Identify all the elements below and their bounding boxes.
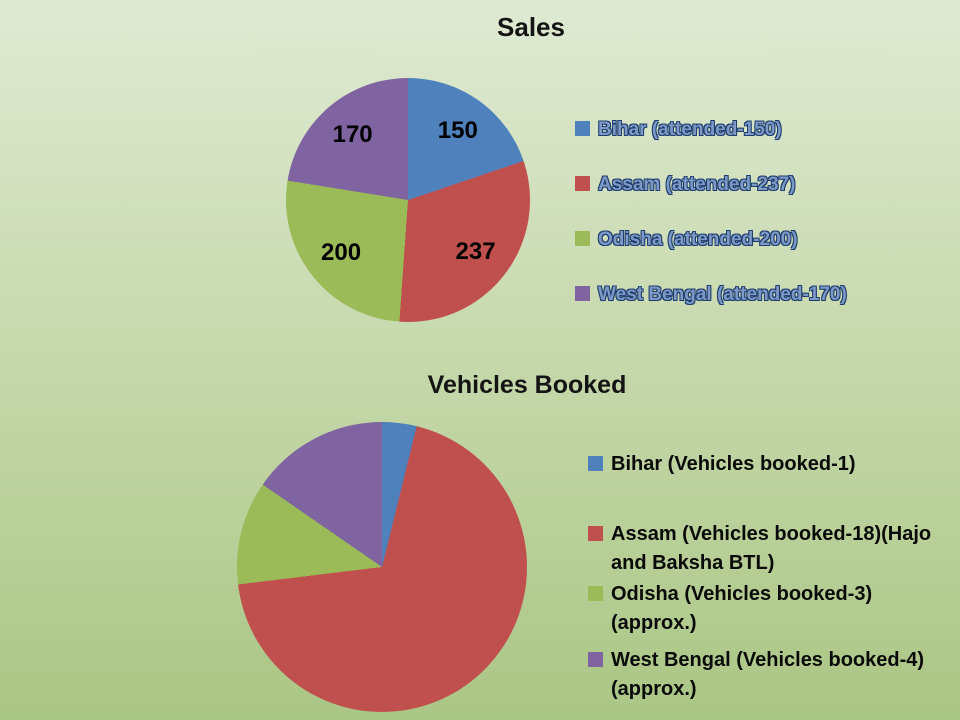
legend-item-west-bengal: West Bengal (Vehicles booked-4)(approx.) [588,646,950,704]
pie-data-label: 237 [455,238,496,266]
vehicles-pie [237,422,527,712]
sales-chart-title: Sales [497,12,565,42]
legend-swatch-bihar [588,456,603,471]
legend-swatch-assam [575,176,590,191]
pie-data-label: 150 [437,116,478,144]
legend-item-odisha: Odisha (attended-200) [575,228,798,251]
legend-label-odisha: Odisha (Vehicles booked-3)(approx.) [611,583,873,634]
legend-swatch-odisha [575,231,590,246]
legend-swatch-assam [588,526,603,541]
legend-item-west-bengal: West Bengal (attended-170) [575,283,847,306]
legend-item-assam: Assam (attended-237) [575,173,795,196]
legend-swatch-west-bengal [575,286,590,301]
legend-swatch-odisha [588,586,603,601]
legend-label-west-bengal: West Bengal (Vehicles booked-4)(approx.) [611,649,925,700]
legend-item-bihar: Bihar (Vehicles booked-1) [588,450,856,479]
sales-pie: 150 237 200 170 [286,78,530,322]
legend-label-west-bengal: West Bengal (attended-170) [598,284,847,305]
legend-item-odisha: Odisha (Vehicles booked-3)(approx.) [588,580,950,638]
pie-data-label: 200 [321,239,362,267]
legend-label-bihar: Bihar (Vehicles booked-1) [611,453,856,475]
legend-swatch-west-bengal [588,652,603,667]
legend-label-assam: Assam (attended-237) [598,174,796,195]
legend-label-odisha: Odisha (attended-200) [598,229,798,250]
legend-label-bihar: Bihar (attended-150) [598,119,782,140]
legend-item-bihar: Bihar (attended-150) [575,118,782,141]
legend-item-assam: Assam (Vehicles booked-18)(Hajo and Baks… [588,520,950,578]
vehicles-chart-title: Vehicles Booked [427,371,627,399]
legend-swatch-bihar [575,121,590,136]
legend-label-assam: Assam (Vehicles booked-18)(Hajo and Baks… [611,523,932,574]
pie-data-label: 170 [332,120,373,148]
